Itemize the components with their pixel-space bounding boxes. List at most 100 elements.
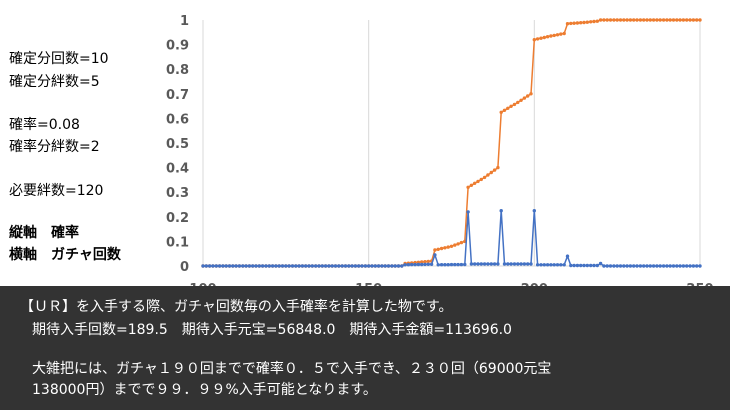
series-2-point-101 <box>535 263 540 267</box>
series-2-point-29 <box>297 264 301 268</box>
series-1-point-141 <box>668 18 672 22</box>
series-2-point-92 <box>506 262 510 266</box>
series-1-point-114 <box>579 21 583 25</box>
series-1-point-131 <box>635 18 639 22</box>
caption-box: 【ＵＲ】を入手する際、ガチャ回数毎の入手確率を計算した物です。 期待入手回数=1… <box>0 286 730 410</box>
horizontal-axis-note: 横軸 ガチャ回数 <box>9 247 121 263</box>
series-2-point-5 <box>217 264 222 268</box>
series-1-point-103 <box>542 35 546 40</box>
series-2-point-137 <box>655 264 659 268</box>
y-tick-label-8: 0.8 <box>166 63 189 78</box>
series-1-point-115 <box>582 20 586 25</box>
series-2-point-149 <box>695 264 699 268</box>
series-1-point-116 <box>585 20 589 24</box>
series-1-point-150 <box>698 18 702 22</box>
series-1-point-84 <box>479 177 483 182</box>
series-1-point-72 <box>439 246 444 251</box>
series-2-point-10 <box>234 264 238 268</box>
series-1-point-127 <box>622 18 626 22</box>
series-2-point-143 <box>675 264 679 268</box>
y-tick-label-0: 0 <box>180 260 189 275</box>
series-1-line <box>203 19 700 267</box>
series-1-point-134 <box>645 18 649 22</box>
series-2-point-30 <box>300 264 305 268</box>
series-2-point-86 <box>486 262 490 266</box>
series-2-point-128 <box>625 264 629 268</box>
series-2-point-133 <box>642 264 646 268</box>
series-2-point-33 <box>310 264 314 268</box>
series-2-point-124 <box>612 264 616 268</box>
series-2-point-13 <box>244 264 248 268</box>
series-2-point-135 <box>648 264 652 268</box>
y-tick-label-1: 0.1 <box>166 235 189 250</box>
series-2-point-53 <box>376 264 381 268</box>
series-2-point-0 <box>201 264 205 268</box>
series-1-point-122 <box>605 18 609 22</box>
series-2-point-120 <box>598 261 603 266</box>
series-2-point-107 <box>555 263 560 267</box>
vertical-axis-note: 縦軸 確率 <box>9 225 79 241</box>
series-2-line <box>203 210 700 267</box>
y-tick-label-2: 0.2 <box>166 211 189 226</box>
x-tick-label-1: 150 <box>355 282 382 286</box>
y-tick-label-9: 0.9 <box>166 39 189 54</box>
series-1-point-133 <box>642 18 646 22</box>
series-1-point-97 <box>522 96 527 100</box>
series-1-point-136 <box>651 18 656 22</box>
series-2-point-118 <box>592 263 596 268</box>
series-2-point-23 <box>277 264 281 268</box>
series-2-point-25 <box>284 264 288 268</box>
series-2-point-31 <box>304 264 308 268</box>
caption-line-2: 期待入手回数=189.5 期待入手元宝=56848.0 期待入手金額=11369… <box>32 322 512 338</box>
series-2-point-146 <box>685 264 689 268</box>
series-2-point-1 <box>204 264 208 268</box>
series-2-point-50 <box>367 264 371 268</box>
series-2-point-28 <box>294 264 298 268</box>
series-2-point-147 <box>688 264 692 268</box>
series-2-point-105 <box>549 263 553 267</box>
param-rate: 確率=0.08 <box>9 117 80 133</box>
series-2-point-51 <box>370 264 374 268</box>
series-2-point-126 <box>618 264 623 268</box>
series-2-point-99 <box>529 262 533 266</box>
series-2-point-87 <box>489 262 493 266</box>
series-2-point-22 <box>274 264 278 268</box>
series-2-point-111 <box>569 263 573 268</box>
series-1-point-146 <box>685 18 689 22</box>
series-2-point-122 <box>605 264 609 268</box>
caption-line-3: 大雑把には、ガチャ１９０回までで確率０．５で入手でき、２３０回（69000元宝 <box>32 361 552 377</box>
series-1-point-147 <box>688 18 692 22</box>
series-1-point-119 <box>595 19 599 23</box>
series-2-point-62 <box>406 263 411 267</box>
series-1-point-85 <box>482 175 487 180</box>
y-tick-label-4: 0.4 <box>166 162 189 177</box>
series-2-point-8 <box>227 264 232 268</box>
series-2-point-123 <box>608 264 613 268</box>
series-2-point-85 <box>482 262 487 266</box>
series-1-point-71 <box>436 247 440 251</box>
series-1-point-137 <box>655 18 659 22</box>
series-2-point-78 <box>459 262 464 267</box>
series-1-point-123 <box>608 18 613 22</box>
series-2-point-2 <box>207 264 212 268</box>
probability-chart: 0 0.1 0.2 0.3 0.4 0.5 0.6 0.7 0.8 0.9 1 100 150 200 25… <box>166 14 714 286</box>
y-tick-label-3: 0.3 <box>166 186 189 201</box>
series-1-point-120 <box>598 18 603 22</box>
series-1-point-81 <box>469 183 474 187</box>
series-1-point-73 <box>443 246 447 250</box>
series-2-point-72 <box>439 263 444 267</box>
series-1-point-118 <box>592 19 596 24</box>
series-2-point-19 <box>264 264 268 268</box>
series-1-point-125 <box>615 18 619 22</box>
series-1-point-107 <box>555 33 560 37</box>
series-2-point-74 <box>446 263 450 267</box>
series-2-point-66 <box>420 262 424 267</box>
series-1-point-132 <box>638 18 643 22</box>
series-2-point-94 <box>512 262 517 266</box>
series-2-point-77 <box>456 262 460 267</box>
series-2-point-52 <box>373 264 377 268</box>
series-1-point-95 <box>516 100 520 105</box>
series-1-point-86 <box>486 173 490 177</box>
series-1-point-100 <box>532 38 536 42</box>
series-2-point-121 <box>602 264 606 268</box>
